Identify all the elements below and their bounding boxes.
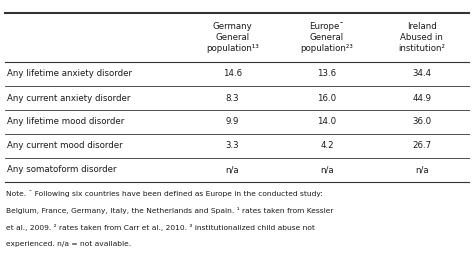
Text: n/a: n/a [226, 165, 239, 175]
Text: n/a: n/a [320, 165, 334, 175]
Text: Note. ˉ Following six countries have been defined as Europe in the conducted stu: Note. ˉ Following six countries have bee… [6, 190, 323, 197]
Text: Germany
General
population¹³: Germany General population¹³ [206, 22, 259, 53]
Text: 14.6: 14.6 [223, 69, 242, 79]
Text: Any current anxiety disorder: Any current anxiety disorder [7, 93, 130, 103]
Text: Ireland
Abused in
institution²: Ireland Abused in institution² [398, 22, 445, 53]
Text: 34.4: 34.4 [412, 69, 431, 79]
Text: 36.0: 36.0 [412, 117, 431, 127]
Text: 4.2: 4.2 [320, 141, 334, 151]
Text: n/a: n/a [415, 165, 428, 175]
Text: 9.9: 9.9 [226, 117, 239, 127]
Text: 3.3: 3.3 [226, 141, 239, 151]
Text: 16.0: 16.0 [318, 93, 337, 103]
Text: Belgium, France, Germany, Italy, the Netherlands and Spain. ¹ rates taken from K: Belgium, France, Germany, Italy, the Net… [6, 207, 333, 214]
Text: 13.6: 13.6 [318, 69, 337, 79]
Text: Any current mood disorder: Any current mood disorder [7, 141, 123, 151]
Text: 44.9: 44.9 [412, 93, 431, 103]
Text: et al., 2009. ² rates taken from Carr et al., 2010. ³ institutionalized child ab: et al., 2009. ² rates taken from Carr et… [6, 224, 315, 231]
Text: Europeˉ
General
population²³: Europeˉ General population²³ [301, 22, 354, 53]
Text: Any lifetime anxiety disorder: Any lifetime anxiety disorder [7, 69, 132, 79]
Text: 14.0: 14.0 [318, 117, 337, 127]
Text: experienced. n/a = not available.: experienced. n/a = not available. [6, 241, 131, 247]
Text: Any somatoform disorder: Any somatoform disorder [7, 165, 117, 175]
Text: Any lifetime mood disorder: Any lifetime mood disorder [7, 117, 124, 127]
Text: 26.7: 26.7 [412, 141, 431, 151]
Text: 8.3: 8.3 [226, 93, 239, 103]
